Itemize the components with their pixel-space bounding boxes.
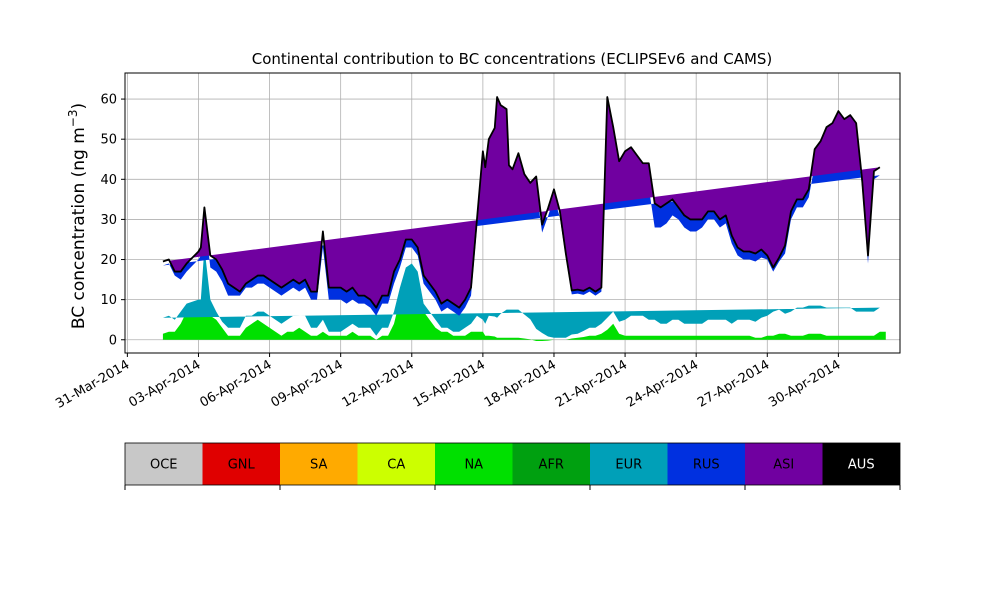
y-tick-label: 30 (100, 213, 117, 228)
chart-title: Continental contribution to BC concentra… (252, 50, 773, 68)
legend-label-eur: EUR (615, 458, 642, 473)
legend-label-na: NA (464, 458, 483, 473)
legend-swatch-rus (667, 443, 745, 485)
legend-label-gnl: GNL (228, 458, 256, 473)
area-asi (162, 97, 880, 308)
y-axis-label: BC concentration (ng m−3) (66, 103, 89, 329)
legend-swatch-asi (745, 443, 823, 485)
plot-frame (124, 72, 901, 354)
y-tick-label: 50 (100, 133, 117, 148)
y-tick-label: 0 (109, 333, 117, 348)
legend-swatch-na (435, 443, 513, 485)
legend-label-aus: AUS (848, 458, 875, 473)
y-axis: 0 10 20 30 40 50 60 (100, 93, 125, 348)
y-tick-label: 40 (100, 173, 117, 188)
legend-swatch-eur (590, 443, 668, 485)
legend-label-asi: ASI (773, 458, 794, 473)
legend-label-rus: RUS (693, 458, 720, 473)
legend-label-oce: OCE (150, 458, 178, 473)
area-eur (162, 247, 880, 338)
stacked-areas (162, 96, 886, 341)
legend-label-ca: CA (387, 458, 405, 473)
legend-label-sa: SA (310, 458, 327, 473)
y-tick-label: 20 (100, 253, 117, 268)
legend-swatch-sa (280, 443, 358, 485)
legend-swatch-oce (125, 443, 203, 485)
y-tick-label: 60 (100, 93, 117, 108)
y-tick-label: 10 (100, 293, 117, 308)
legend-swatch-gnl (202, 443, 280, 485)
total-concentration-line (162, 96, 881, 309)
region-colour-legend: OCE GNL SA CA NA AFR EUR RUS ASI AUS (124, 442, 901, 490)
legend-swatch-afr (512, 443, 590, 485)
legend-label-afr: AFR (539, 458, 564, 473)
legend-swatch-ca (357, 443, 435, 485)
legend-swatch-aus (822, 443, 900, 485)
